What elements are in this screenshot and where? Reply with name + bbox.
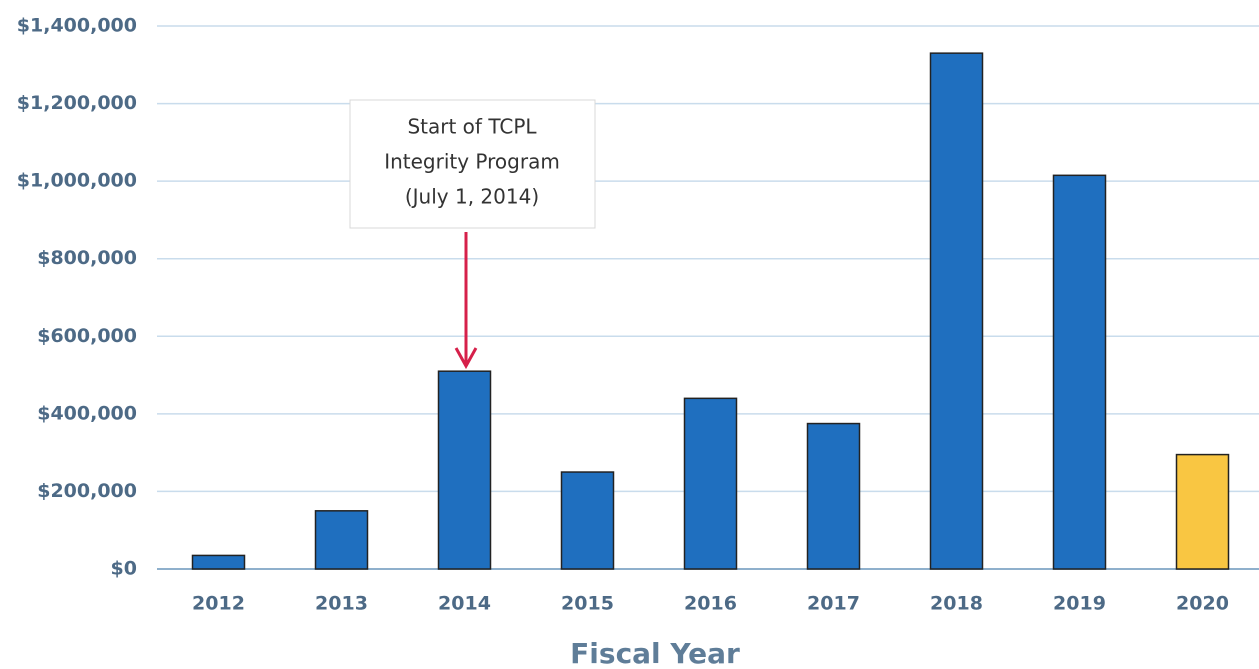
bar <box>191 554 246 570</box>
y-tick-label: $400,000 <box>37 402 137 424</box>
bar <box>437 370 492 570</box>
bar <box>683 397 738 570</box>
y-tick-label: $1,400,000 <box>17 15 137 37</box>
bar <box>1175 453 1230 570</box>
bar <box>560 471 615 570</box>
y-tick-label: $800,000 <box>37 247 137 269</box>
x-tick-label: 2015 <box>561 593 614 615</box>
x-tick-label: 2018 <box>930 593 983 615</box>
annotation: Start of TCPL Integrity Program (July 1,… <box>349 99 596 370</box>
y-tick-label: $200,000 <box>37 480 137 502</box>
bar <box>929 52 984 570</box>
bar <box>806 422 861 570</box>
bar <box>314 510 369 570</box>
x-tick-label: 2019 <box>1053 593 1106 615</box>
y-tick-label: $0 <box>111 558 137 580</box>
x-tick-label: 2020 <box>1176 593 1229 615</box>
x-tick-label: 2017 <box>807 593 860 615</box>
annotation-arrowhead <box>454 347 478 370</box>
y-tick-label: $1,200,000 <box>17 92 137 114</box>
x-tick-label: 2012 <box>192 593 245 615</box>
annotation-box <box>349 99 596 229</box>
annotation-line: (July 1, 2014) <box>405 185 539 209</box>
bar <box>1052 174 1107 570</box>
annotation-line: Start of TCPL <box>407 115 537 139</box>
x-axis-title: Fiscal Year <box>570 637 740 669</box>
x-tick-label: 2013 <box>315 593 368 615</box>
y-tick-label: $1,000,000 <box>17 170 137 192</box>
annotation-line: Integrity Program <box>384 150 560 174</box>
y-tick-label: $600,000 <box>37 325 137 347</box>
x-tick-label: 2014 <box>438 593 491 615</box>
x-tick-label: 2016 <box>684 593 737 615</box>
